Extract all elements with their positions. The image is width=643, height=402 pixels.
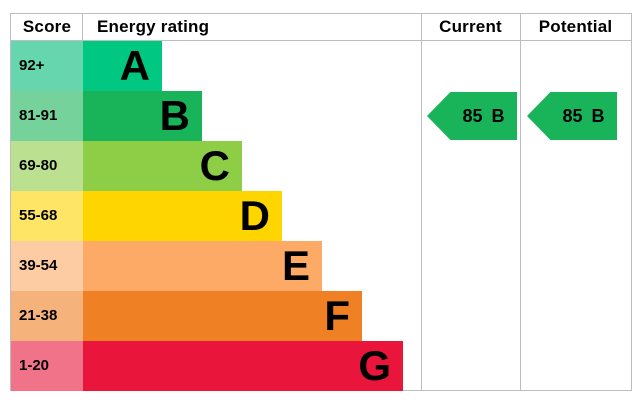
band-g-bar: G (83, 341, 403, 391)
band-g-score-cell: 1-20 (11, 341, 83, 391)
band-c-letter: C (199, 142, 230, 189)
band-a-bar: A (83, 41, 162, 91)
rating-table: Score Energy rating Current Potential 92… (10, 13, 632, 391)
potential-rating-value: 85 (562, 105, 583, 126)
band-row-g: 1-20 G (11, 341, 631, 391)
band-d-score-cell: 55-68 (11, 191, 83, 241)
band-e-letter: E (281, 242, 310, 289)
band-c-bar: C (83, 141, 242, 191)
current-rating-label: 85 B (427, 92, 517, 140)
header-score: Score (22, 17, 72, 36)
current-rating-value: 85 (462, 105, 483, 126)
band-f-letter: F (324, 292, 350, 339)
potential-rating-label: 85 B (527, 92, 617, 140)
header-energy-rating: Energy rating (97, 17, 210, 36)
band-row-a: 92+ A (11, 41, 631, 91)
band-d-letter: D (239, 192, 270, 239)
band-row-b: 81-91 B (11, 91, 631, 141)
band-b-bar: B (83, 91, 202, 141)
header-current: Current (439, 17, 502, 36)
band-row-f: 21-38 F (11, 291, 631, 341)
band-d-bar: D (83, 191, 282, 241)
band-f-score-cell: 21-38 (11, 291, 83, 341)
band-b-score-cell: 81-91 (11, 91, 83, 141)
band-e-score-cell: 39-54 (11, 241, 83, 291)
current-column-divider (421, 14, 422, 390)
band-row-e: 39-54 E (11, 241, 631, 291)
band-c-score-cell: 69-80 (11, 141, 83, 191)
band-row-d: 55-68 D (11, 191, 631, 241)
score-column-divider (82, 14, 83, 40)
header-divider (11, 40, 631, 41)
band-a-letter: A (119, 42, 150, 89)
band-e-bar: E (83, 241, 322, 291)
band-rows: 92+ A 81-91 B 69-80 C 55-68 D 39-54 E 21… (11, 41, 631, 391)
band-f-bar: F (83, 291, 362, 341)
potential-column-divider (520, 14, 521, 390)
band-b-letter: B (159, 92, 190, 139)
band-g-letter: G (358, 342, 391, 389)
current-rating-band: B (491, 105, 505, 126)
potential-rating-band: B (591, 105, 605, 126)
band-row-c: 69-80 C (11, 141, 631, 191)
header-potential: Potential (538, 17, 613, 36)
band-a-score-cell: 92+ (11, 41, 83, 91)
